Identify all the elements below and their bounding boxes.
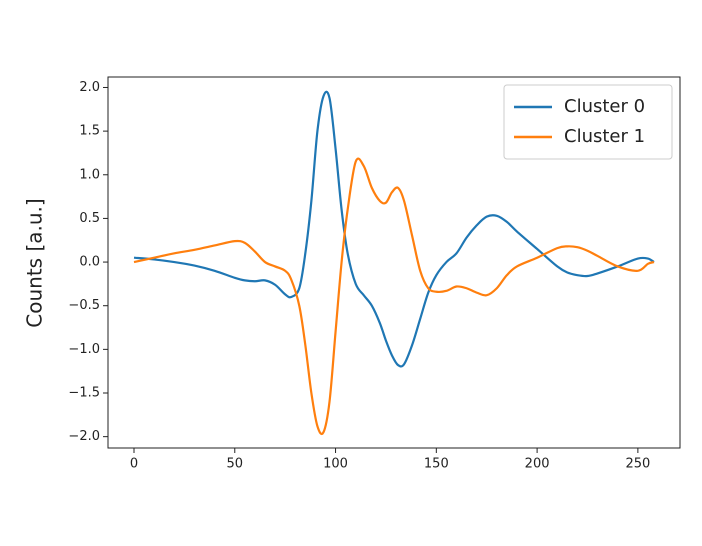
legend-label: Cluster 1: [564, 126, 645, 147]
legend-box: [503, 84, 673, 160]
x-tick-label: 250: [625, 457, 650, 472]
legend-label: Cluster 0: [564, 96, 645, 117]
y-tick-label: −1.0: [68, 342, 100, 357]
x-tick-label: 200: [525, 457, 550, 472]
y-tick-label: 2.0: [79, 80, 100, 95]
x-tick-label: 150: [424, 457, 449, 472]
y-tick-label: −2.0: [68, 429, 100, 444]
line-series: [133, 157, 655, 436]
x-tick-label: 50: [227, 457, 244, 472]
y-tick-label: 0.5: [79, 211, 100, 226]
y-tick-label: 1.5: [79, 124, 100, 139]
y-tick-label: −1.5: [68, 386, 100, 401]
y-tick-label: 1.0: [79, 167, 100, 182]
x-tick-label: 100: [323, 457, 348, 472]
y-tick-label: −0.5: [68, 298, 100, 313]
y-tick-label: 0.0: [79, 255, 100, 270]
y-axis-label: Counts [a.u.]: [23, 198, 47, 327]
x-tick-label: 0: [130, 457, 138, 472]
line-series: [133, 90, 655, 368]
plot-frame: [107, 76, 681, 449]
